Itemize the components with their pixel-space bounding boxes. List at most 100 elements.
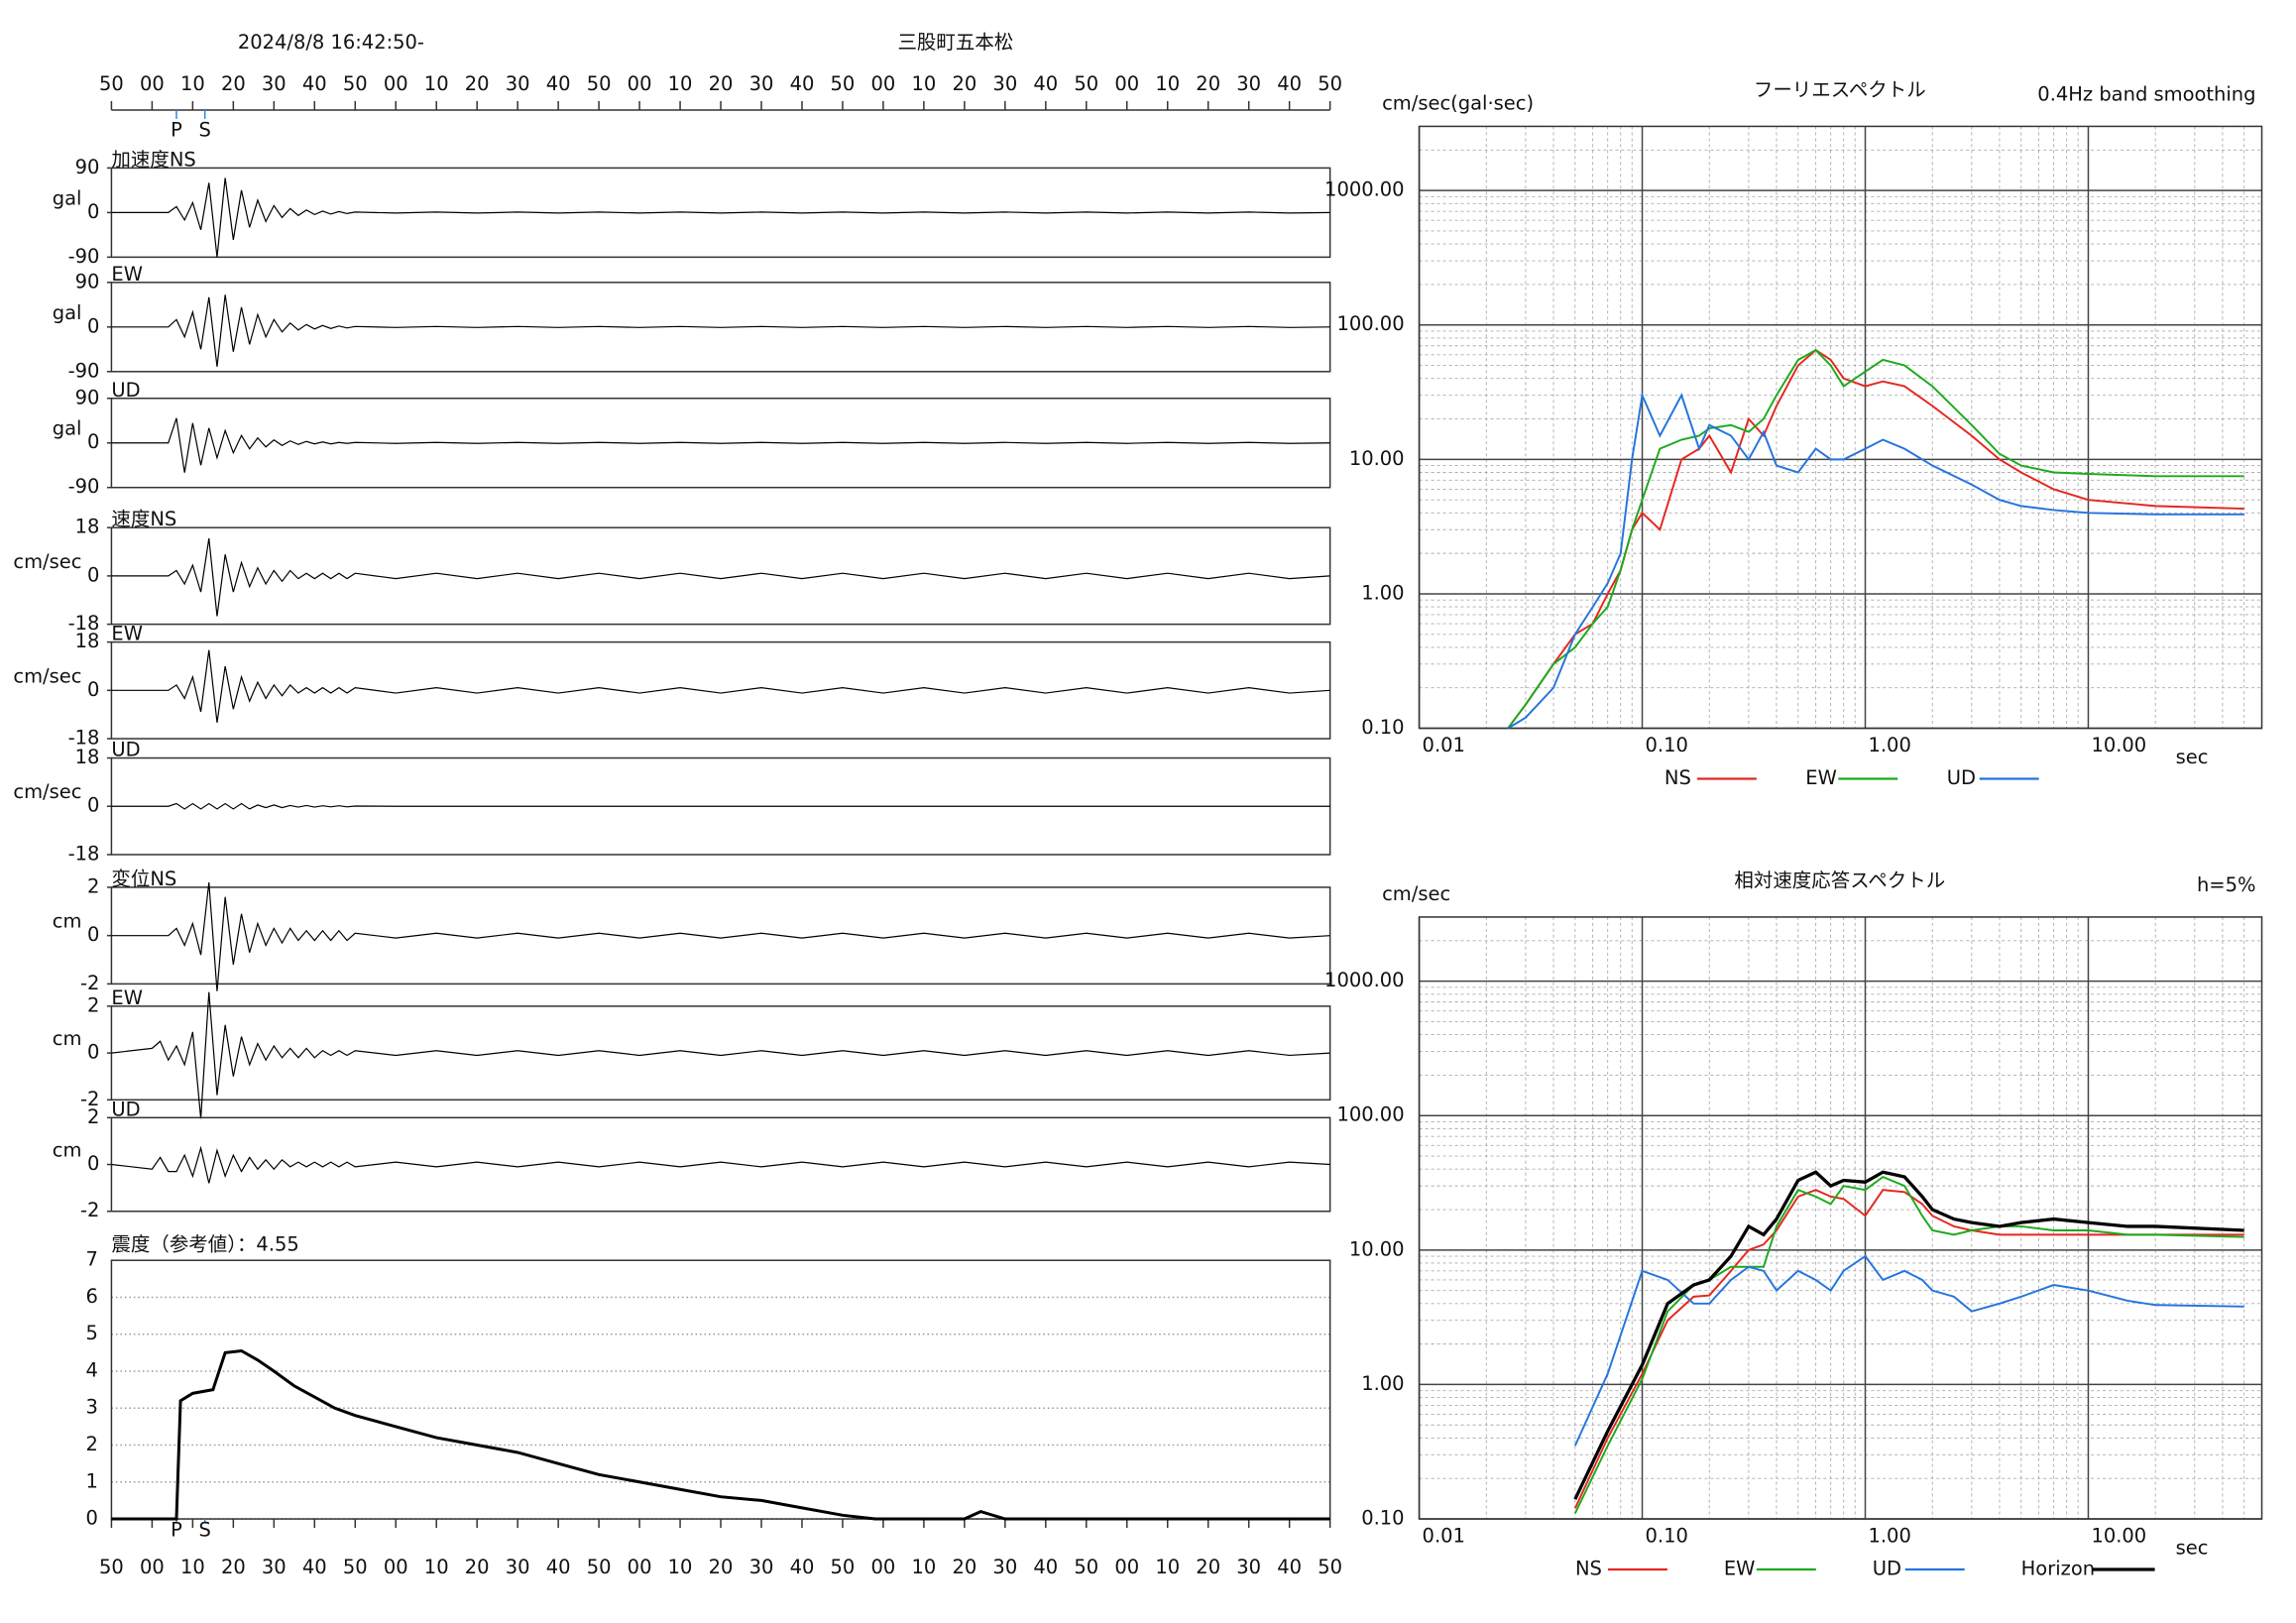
x-tick-label: 30: [992, 1556, 1017, 1578]
x-tick-label: 1.00: [1868, 734, 1910, 756]
y-tick-label: -90: [68, 475, 100, 498]
x-tick-label: 50: [343, 1556, 368, 1578]
chart-subtitle: 0.4Hz band smoothing: [2037, 82, 2255, 105]
x-tick-label: 10: [180, 72, 205, 95]
x-tick-label: 00: [384, 72, 408, 95]
legend-label: EW: [1724, 1558, 1756, 1580]
legend-label: EW: [1805, 766, 1837, 789]
y-tick-label: 100.00: [1336, 1103, 1404, 1126]
x-axis-label: sec: [2176, 1537, 2209, 1560]
phase-label: S: [198, 118, 210, 141]
y-tick-label: 0: [87, 563, 99, 586]
x-tick-label: 20: [465, 72, 490, 95]
x-tick-label: 20: [221, 72, 246, 95]
x-tick-label: 40: [546, 72, 571, 95]
spectrum-line: [1507, 392, 2244, 729]
waveform: [111, 1145, 1330, 1184]
y-tick-label: 1: [86, 1469, 98, 1492]
panel-label: 変位NS: [111, 868, 176, 890]
y-tick-label: 1.00: [1361, 1372, 1404, 1395]
plot-bg: [1419, 916, 2262, 1520]
x-tick-label: 30: [506, 72, 530, 95]
x-tick-label: 50: [587, 1556, 612, 1578]
x-tick-label: 30: [262, 1556, 287, 1578]
y-tick-label: 1000.00: [1324, 969, 1405, 991]
panel-label: UD: [111, 379, 140, 402]
panel-label: EW: [111, 263, 143, 286]
x-tick-label: 10: [1155, 1556, 1180, 1578]
y-tick-label: 7: [86, 1248, 98, 1271]
waveform: [111, 417, 1330, 473]
y-tick-label: 90: [75, 156, 100, 178]
x-tick-label: 40: [1033, 72, 1058, 95]
x-tick-label: 10: [180, 1556, 205, 1578]
y-tick-label: 18: [75, 516, 100, 538]
x-tick-label: 10: [424, 1556, 449, 1578]
y-tick-label: 0: [87, 314, 99, 337]
y-tick-label: -2: [80, 1199, 99, 1221]
x-tick-label: 20: [952, 72, 976, 95]
y-tick-label: 2: [87, 1105, 99, 1128]
plot-frame: [1418, 125, 2263, 730]
y-tick-label: 0: [87, 200, 99, 223]
x-tick-label: 40: [546, 1556, 571, 1578]
unit-label: cm/sec: [13, 664, 81, 687]
x-tick-label: 40: [1277, 72, 1302, 95]
intensity-line: [111, 1348, 1330, 1521]
x-tick-label: 10: [668, 72, 693, 95]
y-tick-label: -18: [68, 727, 100, 750]
x-tick-label: 10: [1155, 72, 1180, 95]
y-tick-label: 0.10: [1361, 716, 1404, 739]
x-tick-label: 50: [831, 1556, 856, 1578]
x-tick-label: 40: [1277, 1556, 1302, 1578]
x-tick-label: 00: [1114, 72, 1139, 95]
waveform: [111, 882, 1330, 991]
y-tick-label: 4: [86, 1358, 98, 1381]
spectrum-line: [1507, 348, 2244, 729]
x-tick-label: 0.01: [1423, 1525, 1465, 1548]
x-tick-label: 40: [790, 1556, 815, 1578]
x-axis-label: sec: [2176, 746, 2209, 768]
y-tick-label: 3: [86, 1396, 98, 1419]
chart-subtitle: h=5%: [2197, 873, 2256, 896]
x-tick-label: 40: [790, 72, 815, 95]
x-tick-label: 10.00: [2091, 734, 2146, 756]
x-tick-label: 50: [1318, 72, 1342, 95]
x-tick-label: 50: [831, 72, 856, 95]
x-tick-label: 00: [628, 1556, 652, 1578]
x-tick-label: 00: [384, 1556, 408, 1578]
x-tick-label: 30: [262, 72, 287, 95]
y-tick-label: -2: [80, 1088, 99, 1110]
y-tick-label: 100.00: [1336, 312, 1404, 335]
unit-label: cm: [53, 1027, 82, 1050]
y-tick-label: 0: [87, 1152, 99, 1175]
y-tick-label: 90: [75, 386, 100, 408]
x-tick-label: 00: [140, 72, 165, 95]
x-tick-label: 50: [1074, 72, 1098, 95]
legend-label: Horizon: [2021, 1558, 2095, 1580]
unit-label: cm: [53, 1139, 82, 1162]
x-tick-label: 50: [1074, 1556, 1098, 1578]
x-tick-label: 20: [709, 1556, 734, 1578]
chart-title: 相対速度応答スペクトル: [1734, 869, 1945, 891]
y-tick-label: 18: [75, 746, 100, 768]
y-tick-label: 6: [86, 1285, 98, 1308]
y-tick-label: 0: [87, 678, 99, 701]
y-tick-label: 5: [86, 1322, 98, 1344]
panel-label: 速度NS: [111, 508, 176, 530]
legend-label: UD: [1947, 766, 1976, 789]
x-tick-label: 20: [709, 72, 734, 95]
x-tick-label: 00: [871, 72, 896, 95]
x-tick-label: 50: [587, 72, 612, 95]
y-tick-label: 90: [75, 270, 100, 292]
x-tick-label: 10: [668, 1556, 693, 1578]
y-tick-label: -90: [68, 359, 100, 382]
x-tick-label: 50: [99, 1556, 124, 1578]
panel-label: UD: [111, 739, 140, 761]
spectrum-line: [1573, 1254, 2244, 1447]
x-tick-label: 00: [871, 1556, 896, 1578]
y-tick-label: -18: [68, 612, 100, 635]
waveform: [111, 177, 1330, 258]
y-axis-label: cm/sec(gal·sec): [1382, 91, 1534, 114]
